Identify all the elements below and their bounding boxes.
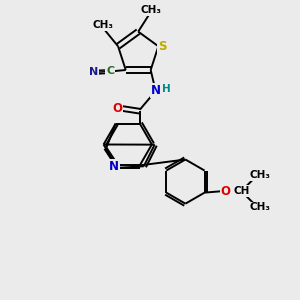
Text: CH₃: CH₃ <box>141 5 162 15</box>
Text: S: S <box>158 40 166 53</box>
Text: O: O <box>112 102 122 115</box>
Text: CH₃: CH₃ <box>249 170 270 180</box>
Text: O: O <box>221 185 231 198</box>
Text: CH₃: CH₃ <box>249 202 270 212</box>
Text: N: N <box>109 160 119 173</box>
Text: H: H <box>162 84 171 94</box>
Text: N: N <box>151 84 161 97</box>
Text: CH: CH <box>233 186 250 196</box>
Text: C: C <box>106 67 115 76</box>
Text: CH₃: CH₃ <box>93 20 114 30</box>
Text: N: N <box>89 67 99 77</box>
